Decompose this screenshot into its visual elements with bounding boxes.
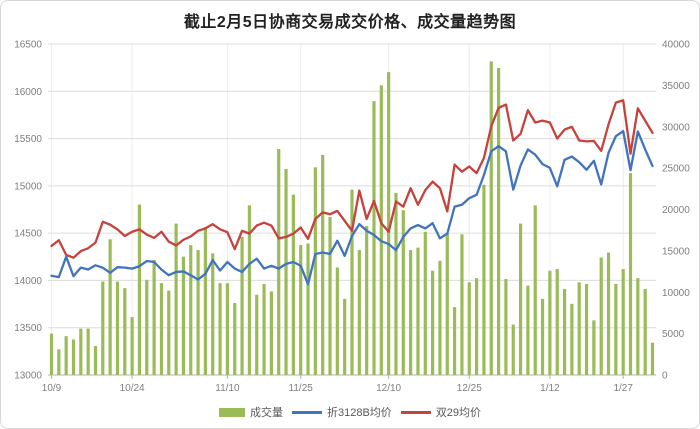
svg-text:40000: 40000 bbox=[662, 40, 690, 51]
legend-label-3128b: 折3128B均价 bbox=[326, 407, 392, 419]
svg-text:14000: 14000 bbox=[14, 276, 42, 287]
svg-text:25000: 25000 bbox=[662, 164, 690, 175]
svg-text:15500: 15500 bbox=[14, 134, 42, 145]
svg-text:15000: 15000 bbox=[662, 246, 690, 257]
svg-text:12/25: 12/25 bbox=[457, 383, 482, 394]
svg-text:10000: 10000 bbox=[662, 288, 690, 299]
svg-text:1/12: 1/12 bbox=[540, 383, 560, 394]
svg-text:16500: 16500 bbox=[14, 40, 42, 51]
chart-title: 截止2月5日协商交易成交价格、成交量趋势图 bbox=[183, 14, 517, 31]
legend-item-double29: 双29均价 bbox=[400, 404, 482, 420]
price-double29-line-swatch-icon bbox=[400, 410, 431, 414]
legend-label-double29: 双29均价 bbox=[435, 407, 482, 419]
legend-label-volume: 成交量 bbox=[249, 407, 283, 419]
svg-text:16000: 16000 bbox=[14, 87, 42, 98]
svg-text:30000: 30000 bbox=[662, 122, 690, 133]
svg-text:10/24: 10/24 bbox=[120, 383, 145, 394]
legend-item-3128b: 折3128B均价 bbox=[291, 404, 392, 420]
svg-text:15000: 15000 bbox=[14, 181, 42, 192]
svg-text:5000: 5000 bbox=[662, 329, 685, 340]
svg-text:35000: 35000 bbox=[662, 81, 690, 92]
svg-text:12/10: 12/10 bbox=[376, 383, 401, 394]
price-3128b-line-swatch-icon bbox=[291, 410, 322, 414]
svg-text:0: 0 bbox=[662, 371, 668, 382]
svg-text:11/25: 11/25 bbox=[289, 383, 314, 394]
svg-text:13000: 13000 bbox=[14, 371, 42, 382]
svg-text:13500: 13500 bbox=[14, 323, 42, 334]
legend-item-volume: 成交量 bbox=[218, 404, 283, 420]
svg-text:14500: 14500 bbox=[14, 229, 42, 240]
svg-text:10/9: 10/9 bbox=[42, 383, 62, 394]
legend: 成交量 折3128B均价 双29均价 bbox=[1, 404, 699, 420]
svg-text:1/27: 1/27 bbox=[613, 383, 633, 394]
svg-text:20000: 20000 bbox=[662, 205, 690, 216]
volume-bar-swatch-icon bbox=[218, 407, 245, 417]
svg-text:11/10: 11/10 bbox=[215, 383, 240, 394]
